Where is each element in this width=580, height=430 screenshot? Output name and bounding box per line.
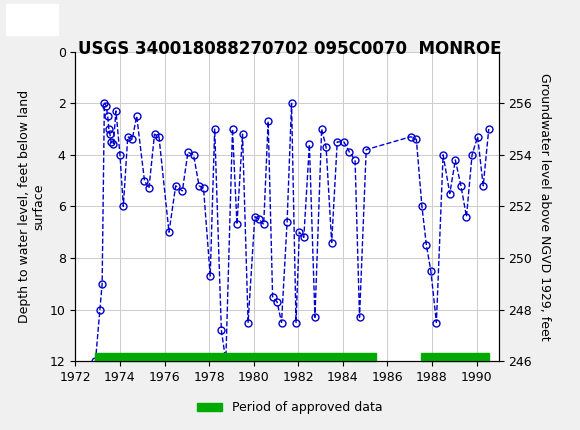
Bar: [96, 353, 376, 361]
Legend: Period of approved data: Period of approved data: [192, 396, 388, 419]
Text: ≡USGS: ≡USGS: [9, 12, 55, 27]
Y-axis label: Depth to water level, feet below land
surface: Depth to water level, feet below land su…: [17, 90, 46, 323]
Y-axis label: Groundwater level above NGVD 1929, feet: Groundwater level above NGVD 1929, feet: [538, 73, 551, 340]
FancyBboxPatch shape: [6, 4, 58, 35]
Text: USGS 340018088270702 095C0070  MONROE: USGS 340018088270702 095C0070 MONROE: [78, 40, 502, 58]
Bar: [421, 353, 489, 361]
